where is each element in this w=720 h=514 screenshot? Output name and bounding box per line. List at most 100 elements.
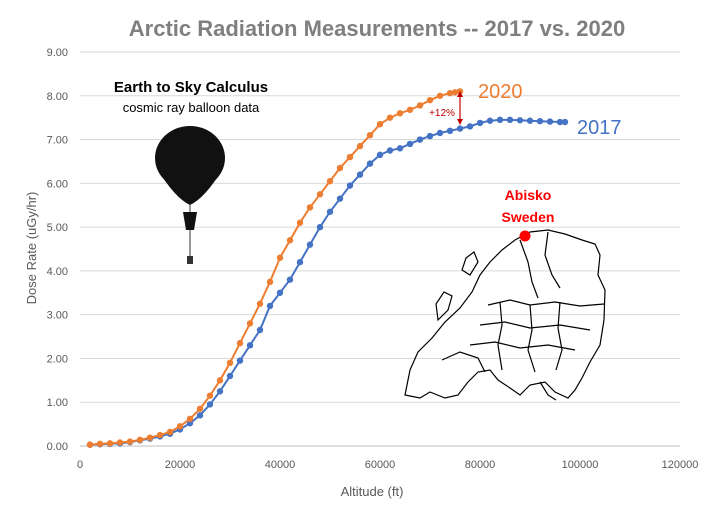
data-point-2017 <box>366 160 374 167</box>
data-point-2017 <box>536 117 544 125</box>
data-point-2017 <box>336 195 344 202</box>
data-point-2020 <box>336 164 344 172</box>
data-point-2020 <box>451 89 459 96</box>
data-point-2017 <box>386 147 394 154</box>
data-point-2017 <box>296 258 304 266</box>
y-tick-label: 1.00 <box>47 397 68 409</box>
data-point-2020 <box>236 339 244 347</box>
data-point-2017 <box>376 151 384 159</box>
data-point-2017 <box>526 117 534 124</box>
y-tick-label: 2.00 <box>47 353 68 365</box>
data-point-2020 <box>356 142 364 150</box>
data-point-2020 <box>106 440 114 447</box>
data-point-2020 <box>346 153 354 161</box>
data-point-2020 <box>256 300 264 307</box>
x-tick-labels: 0 20000 40000 60000 80000 100000 120000 <box>77 459 698 471</box>
data-point-2020 <box>226 359 234 367</box>
data-point-2017 <box>406 140 414 148</box>
data-point-2020 <box>266 278 274 286</box>
x-tick-label: 60000 <box>365 459 396 471</box>
data-point-2020 <box>116 439 124 446</box>
data-point-2017 <box>416 136 424 143</box>
data-point-2017 <box>516 117 524 124</box>
data-point-2020 <box>196 405 204 412</box>
data-point-2020 <box>276 254 284 261</box>
data-point-2020 <box>146 434 154 441</box>
data-point-2017 <box>506 116 514 124</box>
location-label-sweden: Sweden <box>502 209 555 225</box>
data-point-2017 <box>346 182 354 189</box>
data-point-2020 <box>446 89 454 97</box>
data-point-2020 <box>126 438 134 445</box>
data-point-2017 <box>326 208 334 215</box>
data-point-2017 <box>446 127 454 134</box>
series-line-2020 <box>89 90 461 446</box>
data-point-2020 <box>316 191 324 198</box>
data-point-2020 <box>186 415 194 423</box>
x-tick-label: 0 <box>77 459 83 471</box>
balloon-illustration <box>155 126 225 264</box>
data-point-2020 <box>426 96 434 104</box>
delta-arrow-down-icon <box>457 119 463 125</box>
delta-label: +12% <box>429 108 455 119</box>
data-point-2017 <box>561 118 569 126</box>
data-point-2017 <box>256 326 264 334</box>
y-tick-labels: 0.00 1.00 2.00 3.00 4.00 5.00 6.00 7.00 8.00 9.00 <box>47 47 68 453</box>
data-point-2017 <box>396 145 404 152</box>
data-point-2020 <box>376 121 384 128</box>
location-label-abisko: Abisko <box>505 187 552 203</box>
data-point-2020 <box>136 436 144 444</box>
data-point-2017 <box>496 116 504 124</box>
data-point-2020 <box>86 441 94 448</box>
data-point-2020 <box>216 377 224 384</box>
y-tick-label: 7.00 <box>47 135 68 147</box>
data-point-2017 <box>286 276 294 283</box>
balloon-title: Earth to Sky Calculus <box>114 79 268 96</box>
chart-title: Arctic Radiation Measurements -- 2017 vs… <box>129 16 625 41</box>
data-point-2017 <box>436 129 444 137</box>
data-point-2017 <box>266 302 274 310</box>
data-point-2020 <box>176 423 184 430</box>
y-tick-label: 6.00 <box>47 178 68 190</box>
data-point-2017 <box>216 388 224 395</box>
data-point-2020 <box>416 102 424 109</box>
data-point-2017 <box>276 289 284 296</box>
x-tick-label: 100000 <box>562 459 599 471</box>
data-point-2017 <box>316 223 324 231</box>
y-tick-label: 8.00 <box>47 91 68 103</box>
y-tick-label: 5.00 <box>47 222 68 234</box>
data-point-2020 <box>366 131 374 139</box>
data-point-2020 <box>396 110 404 117</box>
data-point-2020 <box>326 177 334 185</box>
data-point-2017 <box>206 401 214 408</box>
data-point-2017 <box>186 420 194 427</box>
x-tick-label: 40000 <box>265 459 296 471</box>
data-point-2017 <box>426 132 434 140</box>
x-tick-label: 80000 <box>465 459 496 471</box>
data-point-2020 <box>386 114 394 121</box>
series-label-2017: 2017 <box>577 117 622 139</box>
data-point-2020 <box>246 320 254 327</box>
x-tick-label: 20000 <box>165 459 196 471</box>
x-tick-label: 120000 <box>662 459 699 471</box>
y-tick-label: 3.00 <box>47 310 68 322</box>
data-point-2020 <box>306 204 314 211</box>
data-point-2020 <box>406 106 414 113</box>
data-point-2020 <box>436 92 444 99</box>
data-point-2017 <box>556 118 564 126</box>
data-point-2017 <box>306 241 314 248</box>
data-point-2017 <box>356 171 364 178</box>
data-point-2020 <box>286 237 294 244</box>
data-point-2020 <box>166 428 174 436</box>
series-label-2020: 2020 <box>478 81 523 103</box>
series-group <box>86 88 569 448</box>
y-axis-title: Dose Rate (uGy/hr) <box>24 192 39 305</box>
y-tick-label: 0.00 <box>47 441 68 453</box>
data-point-2017 <box>226 372 234 380</box>
data-point-2017 <box>476 119 484 127</box>
europe-map-illustration <box>404 229 606 401</box>
abisko-marker <box>519 230 531 242</box>
y-tick-label: 9.00 <box>47 47 68 59</box>
data-point-2017 <box>486 117 494 124</box>
